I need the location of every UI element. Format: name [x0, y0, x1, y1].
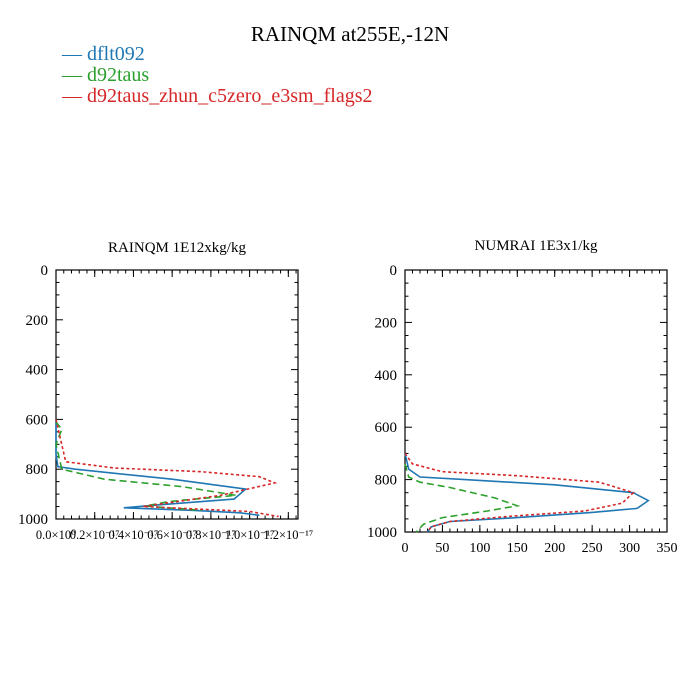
x-tick-label: 0.6×10⁻¹⁷ — [147, 528, 197, 542]
y-tick-label: 1000 — [18, 512, 48, 528]
x-tick-label: 150 — [507, 541, 528, 556]
series-line-3 — [404, 452, 635, 533]
y-tick-label: 600 — [375, 420, 398, 436]
x-tick-label: 50 — [435, 541, 449, 556]
x-tick-label: 1.0×10⁻¹⁷ — [225, 528, 275, 542]
legend-line-2: — — [62, 64, 82, 86]
x-tick-label: 350 — [657, 541, 678, 556]
y-tick-label: 600 — [26, 412, 49, 428]
y-tick-label: 0 — [41, 263, 49, 279]
legend-line-1: — — [62, 43, 82, 65]
legend-label-3: d92taus_zhun_c5zero_e3sm_flags2 — [87, 85, 373, 107]
legend: — dflt092 — d92taus — d92taus_zhun_c5zer… — [62, 44, 372, 107]
x-tick-label: 0.0×10⁰ — [36, 528, 76, 542]
panel-title: RAINQM 1E12xkg/kg — [108, 240, 246, 256]
legend-line-3: — — [62, 85, 82, 107]
panel-title: NUMRAI 1E3x1/kg — [475, 238, 598, 254]
y-tick-label: 200 — [26, 313, 49, 329]
panel-1: RAINQM 1E12xkg/kg 0 200 400 600 800 10000.0×10… — [18, 240, 313, 542]
x-tick-label: 0.2×10⁻¹⁷ — [70, 528, 120, 542]
figure-title: RAINQM at255E,-12N — [250, 22, 450, 46]
y-tick-label: 1000 — [367, 525, 397, 541]
panel-2: NUMRAI 1E3x1/kg 0 200 400 600 800 1000 0 50 100 15… — [367, 238, 678, 556]
legend-entry-2: — d92taus — [62, 65, 372, 86]
x-tick-label: 250 — [582, 541, 603, 556]
legend-label-2: d92taus — [87, 64, 150, 86]
series-line-1 — [404, 453, 650, 533]
x-tick-label: 0 — [402, 541, 409, 556]
y-tick-label: 400 — [26, 363, 49, 379]
y-tick-label: 0 — [390, 263, 398, 279]
y-tick-label: 400 — [375, 368, 398, 384]
legend-label-1: dflt092 — [87, 43, 145, 65]
legend-entry-1: — dflt092 — [62, 44, 372, 65]
x-tick-label: 0.4×10⁻¹⁷ — [108, 528, 158, 542]
series-line-2 — [55, 421, 237, 512]
x-tick-label: 1.2×10⁻¹⁷ — [263, 528, 313, 542]
series-line-1 — [55, 419, 260, 517]
plot-frame — [55, 269, 299, 520]
x-tick-label: 300 — [619, 541, 640, 556]
y-tick-label: 800 — [375, 473, 398, 489]
x-tick-label: 200 — [544, 541, 565, 556]
series-line-3 — [55, 419, 279, 518]
y-tick-label: 800 — [26, 462, 49, 478]
y-tick-label: 200 — [375, 315, 398, 331]
legend-entry-3: — d92taus_zhun_c5zero_e3sm_flags2 — [62, 86, 372, 107]
x-tick-label: 0.8×10⁻¹⁷ — [186, 528, 236, 542]
series-line-2 — [404, 463, 521, 533]
x-tick-label: 100 — [469, 541, 490, 556]
